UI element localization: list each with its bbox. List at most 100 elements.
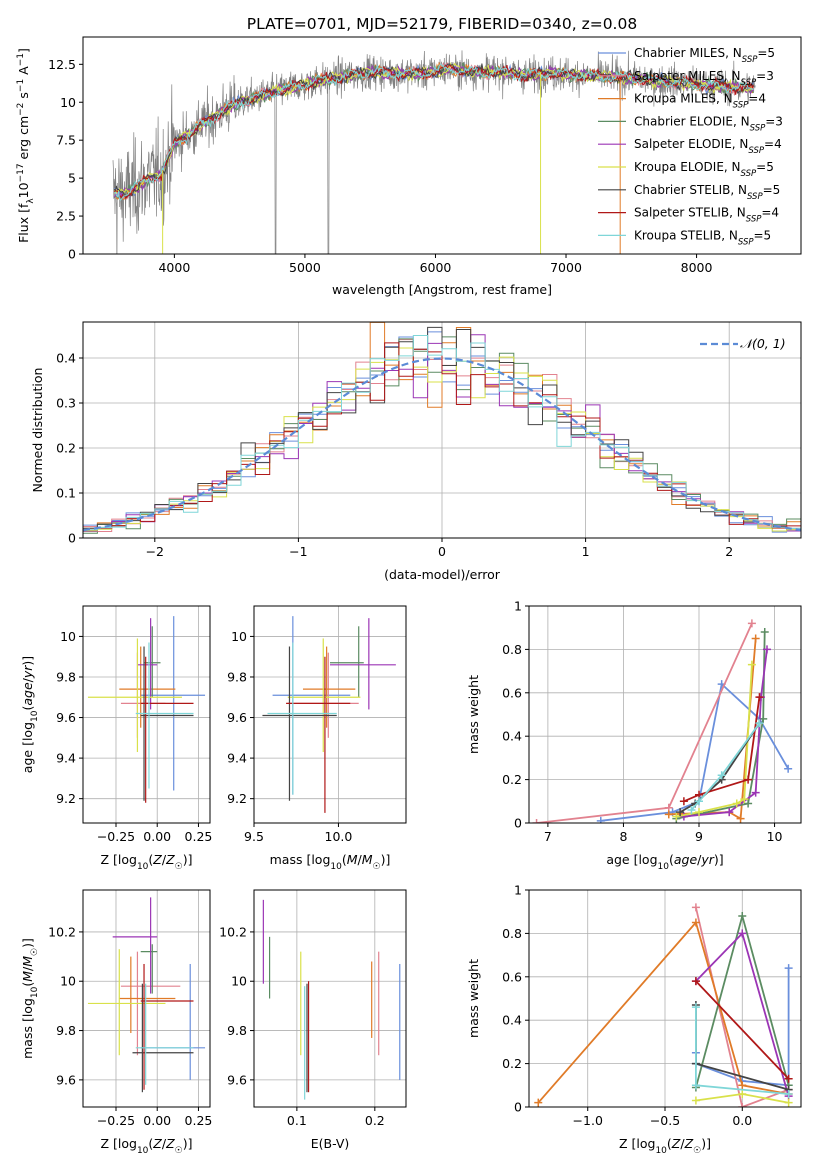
- series-point: [596, 816, 605, 823]
- series-point: [679, 812, 688, 821]
- grid: [529, 605, 801, 824]
- y-tick-label: 7.5: [56, 133, 76, 148]
- series-point: [755, 719, 764, 728]
- y-tick-label: 9.8: [56, 669, 76, 684]
- errorbar-salpeter-stelib: [140, 963, 194, 1090]
- y-tick-label: 0.2: [56, 441, 76, 456]
- x-tick-label: −0.25: [97, 1113, 135, 1128]
- weight-vs-metallicity-panel: −1.0 −0.5 0.0 0 0.2 0.4 0.6 0.8 1 Z [log10(Z/Z☉)]…: [466, 883, 802, 1156]
- y-tick-label: 0.8: [502, 926, 522, 941]
- series-point: [676, 808, 685, 817]
- series-point: [664, 810, 673, 819]
- plot-area: [87, 616, 206, 803]
- x-tick-label: 7: [544, 829, 552, 844]
- series-point: [691, 1096, 700, 1105]
- x-tick-label: 7000: [550, 260, 582, 275]
- y-axis-label: mass weight: [466, 959, 481, 1038]
- x-tick-label: 9.5: [244, 829, 264, 844]
- series-point: [747, 619, 756, 628]
- y-tick-label: 12.5: [48, 57, 76, 72]
- model-spectrum-kroupa-stelib: [113, 63, 754, 201]
- series-point: [695, 797, 703, 806]
- weight-series-salpeter-elodie: [679, 645, 771, 821]
- age-vs-metallicity-panel: −0.25 0.00 0.25 9.2 9.4 9.6 9.8 10 Z [log10(Z/Z☉…: [20, 605, 212, 872]
- x-tick-label: 8: [619, 829, 627, 844]
- y-tick-label: 0.6: [502, 685, 522, 700]
- y-tick-label: 0.4: [56, 351, 76, 366]
- x-tick-label: 1: [582, 544, 590, 559]
- x-tick-label: 0.25: [185, 1113, 213, 1128]
- y-tick-label: 0.8: [502, 642, 522, 657]
- errorbar-chabrier-elodie: [330, 626, 364, 698]
- weight-series-kroupa-stelib: [687, 719, 764, 814]
- series-point: [784, 1089, 793, 1098]
- y-tick-label: 5: [68, 171, 76, 186]
- errorbar-chabrier-elodie: [140, 944, 158, 994]
- y-tick-label: 2.5: [56, 209, 76, 224]
- x-axis-label: Z [log10(Z/Z☉)]: [619, 1136, 711, 1156]
- errorbar-chabrier-stelib: [132, 983, 194, 1093]
- series-point: [691, 1003, 700, 1012]
- x-tick-label: 0.0: [732, 1113, 752, 1128]
- errorbar-salpeter-elodie: [137, 618, 158, 710]
- legend-entry-salpeter-elodie: Salpeter ELODIE, NSSP=4: [634, 137, 782, 156]
- series-point: [784, 1074, 793, 1083]
- x-tick-label: 0.00: [143, 829, 171, 844]
- series-point: [738, 1103, 747, 1107]
- series-point: [687, 805, 696, 814]
- errorbar-kroupa-miles: [119, 956, 176, 1034]
- legend-entry-chabrier-miles: Chabrier MILES, NSSP=5: [634, 46, 775, 65]
- x-tick-label: −1.0: [573, 1113, 603, 1128]
- series-point: [738, 929, 747, 938]
- axes-frame: [82, 36, 802, 255]
- errorbar-salpeter-elodie: [330, 618, 396, 710]
- x-tick-label: −1: [289, 544, 307, 559]
- y-tick-label: 0.4: [502, 729, 522, 744]
- series-point: [784, 964, 793, 973]
- axes-frame: [82, 889, 211, 1108]
- x-tick-label: 2: [725, 544, 733, 559]
- series-point: [738, 912, 747, 921]
- x-tick-label: 0.00: [143, 1113, 171, 1128]
- series-point: [691, 1081, 700, 1090]
- y-tick-label: 9.6: [56, 710, 76, 725]
- y-tick-label: 10: [60, 629, 76, 644]
- y-tick-label: 0.2: [502, 1056, 522, 1071]
- axes-frame: [253, 605, 407, 824]
- series-point: [738, 1089, 747, 1098]
- y-tick-label: 9.4: [227, 751, 247, 766]
- errorbar-kroupa-elodie: [87, 638, 182, 753]
- x-tick-label: 10: [767, 829, 783, 844]
- errorbar-kroupa-miles: [119, 646, 176, 728]
- y-tick-label: 0: [68, 531, 76, 546]
- series-point: [751, 634, 760, 643]
- axes-frame: [82, 605, 211, 824]
- y-tick-label: 9.6: [56, 1072, 76, 1087]
- weight-series-kroupa-miles: [534, 918, 793, 1107]
- y-tick-label: 9.6: [227, 1072, 247, 1087]
- y-tick-label: 10: [231, 629, 247, 644]
- y-axis-label: mass [log10(M/M☉)]: [20, 938, 40, 1059]
- series-line: [695, 980, 790, 1080]
- y-tick-label: 9.2: [56, 791, 76, 806]
- y-tick-label: 9.4: [56, 751, 76, 766]
- series-line: [536, 623, 753, 823]
- series-point: [679, 797, 688, 806]
- plot-area: [83, 322, 801, 534]
- errorbar-salpeter-stelib: [286, 656, 351, 813]
- y-tick-label: 10.2: [48, 924, 76, 939]
- y-tick-label: 10.2: [219, 924, 247, 939]
- plot-area: [262, 899, 401, 1100]
- y-tick-label: 9.6: [227, 710, 247, 725]
- y-tick-label: 0.4: [502, 1013, 522, 1028]
- errorbar-kroupa-elodie: [287, 638, 361, 753]
- model-spectrum-salpeter-stelib: [114, 64, 754, 200]
- x-axis-label: Z [log10(Z/Z☉)]: [100, 1136, 192, 1156]
- x-tick-label: −0.25: [97, 829, 135, 844]
- y-axis-label: Flux [fλ10−17 erg cm−2 s−1 A−1]: [16, 48, 36, 243]
- x-tick-label: −0.5: [650, 1113, 680, 1128]
- x-tick-label: 0.1: [287, 1113, 307, 1128]
- errorbar-kroupa-stelib: [135, 642, 194, 789]
- series-point: [760, 628, 769, 637]
- legend-entry-chabrier-elodie: Chabrier ELODIE, NSSP=3: [634, 114, 783, 133]
